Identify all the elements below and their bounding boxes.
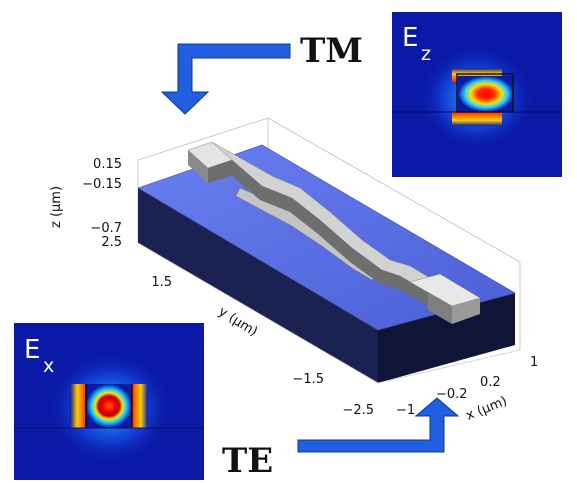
ex-panel-subscript: x	[43, 355, 54, 377]
ex-field-panel: E x	[14, 323, 204, 480]
z-tick-1: −0.15	[82, 177, 122, 192]
x-axis-label: x (μm)	[464, 394, 509, 424]
ez-panel-subscript: z	[421, 43, 431, 65]
tm-label: TM	[300, 31, 363, 71]
x-tick-3: 1	[530, 355, 538, 370]
z-axis-label: z (μm)	[49, 186, 64, 228]
z-tick-2: −0.7	[90, 221, 122, 236]
axes-box-front	[137, 242, 521, 384]
tm-arrow-icon	[160, 43, 291, 115]
y-tick-3: −2.5	[342, 403, 374, 418]
y-tick-0: 2.5	[101, 235, 122, 250]
te-label: TE	[222, 441, 273, 481]
waveguide	[187, 141, 481, 324]
y-tick-1: 1.5	[151, 275, 172, 290]
ex-panel-label: E	[24, 335, 40, 365]
y-tick-2: −1.5	[292, 372, 324, 387]
z-tick-0: 0.15	[93, 157, 122, 172]
ez-panel-label: E	[402, 23, 418, 53]
te-arrow-icon	[297, 397, 460, 453]
x-tick-2: 0.2	[480, 375, 501, 390]
x-tick-1: −0.2	[436, 387, 468, 402]
ez-field-panel: E z	[392, 12, 562, 177]
x-tick-0: −1	[396, 403, 415, 418]
